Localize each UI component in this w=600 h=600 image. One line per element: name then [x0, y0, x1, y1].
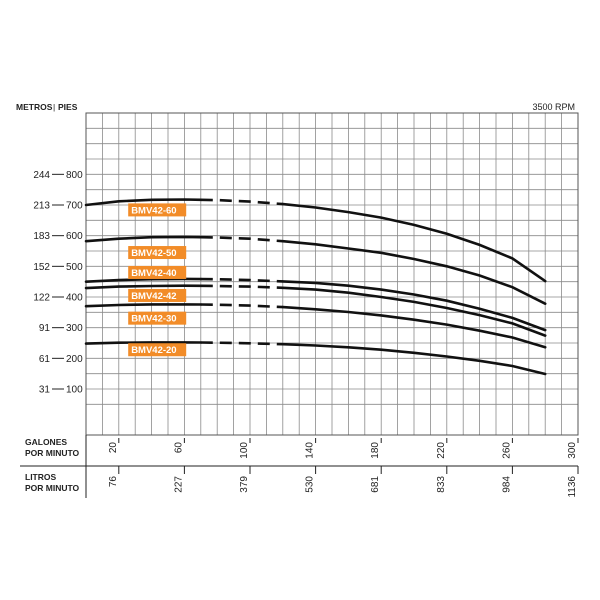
y-tick-metros: 183 — [33, 231, 50, 242]
galones-label-line1: GALONES — [25, 437, 67, 447]
curve-dashed — [200, 198, 283, 206]
curve-dashed — [200, 341, 283, 346]
x-tick-label-gpm: 300 — [567, 442, 578, 459]
series-label-bg — [128, 288, 187, 302]
x-tick-label-lpm: 833 — [436, 476, 447, 493]
litros-label-line2: POR MINUTO — [25, 483, 80, 493]
x-tick-label-gpm: 20 — [108, 442, 119, 454]
x-tick-label-gpm: 260 — [501, 442, 512, 459]
curve-solid-left — [84, 198, 203, 207]
plot-frame — [85, 112, 579, 436]
y-tick-pies: 800 — [66, 170, 83, 181]
series-label: BMV42-60 — [131, 205, 176, 216]
series-label-bg — [128, 343, 187, 357]
y-tick-metros: 91 — [39, 323, 51, 334]
x-tick-label-lpm: 379 — [239, 476, 250, 493]
y-tick-pies: 700 — [66, 201, 83, 212]
axes: 31 100 61 200 91 300 122 400 152 500 183 600 213 700 2… — [20, 170, 579, 498]
litros-label-line1: LITROS — [25, 472, 56, 482]
series-label: BMV42-20 — [131, 345, 176, 356]
series-label: BMV42-30 — [131, 314, 176, 325]
performance-curves — [84, 198, 547, 376]
y-tick-pies: 100 — [66, 385, 83, 396]
y-tick-metros: 61 — [39, 354, 51, 365]
curve-solid-left — [84, 284, 203, 290]
curve-solid-left — [84, 277, 203, 283]
series-label: BMV42-50 — [131, 248, 176, 259]
y-axis-pies-label: PIES — [58, 102, 78, 112]
y-tick-pies: 600 — [66, 231, 83, 242]
curve-solid-left — [84, 341, 203, 345]
x-tick-label-lpm: 227 — [173, 476, 184, 493]
x-tick-label-gpm: 180 — [370, 442, 381, 459]
curve-dashed — [200, 284, 283, 290]
curve-solid-right — [281, 342, 547, 376]
series-label: BMV42-40 — [131, 268, 176, 279]
curve-dashed — [200, 303, 283, 309]
curve-solid-right — [281, 280, 547, 332]
series-labels: BMV42-60 BMV42-50 BMV42-40 BMV42-42 BMV42-30… — [128, 203, 187, 357]
x-tick-label-gpm: 220 — [436, 442, 447, 459]
curve-dashed — [200, 277, 283, 283]
x-tick-label-lpm: 681 — [370, 476, 381, 493]
x-tick-label-lpm: 1136 — [567, 476, 578, 498]
curve-solid-right — [281, 286, 547, 337]
y-tick-pies: 400 — [66, 293, 83, 304]
y-tick-pies: 300 — [66, 323, 83, 334]
series-label-bg — [128, 203, 187, 217]
y-axis-metros-label: METROS — [16, 102, 53, 112]
y-tick-pies: 200 — [66, 354, 83, 365]
curve-dashed — [200, 235, 283, 243]
series-label-bg — [128, 265, 187, 279]
y-tick-pies: 500 — [66, 262, 83, 273]
x-tick-label-gpm: 100 — [239, 442, 250, 459]
x-tick-label-lpm: 984 — [501, 476, 512, 493]
x-tick-label-lpm: 530 — [305, 476, 316, 493]
x-tick-label-gpm: 60 — [173, 442, 184, 454]
curve-solid-right — [281, 202, 547, 283]
series-label-bg — [128, 246, 187, 260]
x-tick-label-gpm: 140 — [305, 442, 316, 459]
y-tick-metros: 122 — [33, 293, 50, 304]
y-tick-metros: 213 — [33, 201, 50, 212]
y-tick-metros: 152 — [33, 262, 50, 273]
x-tick-label-lpm: 76 — [108, 476, 119, 488]
rpm-label: 3500 RPM — [532, 102, 575, 112]
curve-solid-left — [84, 235, 203, 243]
y-tick-metros: 244 — [33, 170, 50, 181]
curve-solid-left — [84, 303, 203, 308]
curve-solid-right — [281, 239, 547, 305]
series-label-bg — [128, 311, 187, 325]
curve-solid-right — [281, 305, 547, 349]
y-axis-separator: | — [53, 102, 55, 112]
series-label: BMV42-42 — [131, 291, 176, 302]
galones-label-line2: POR MINUTO — [25, 448, 80, 458]
y-tick-metros: 31 — [39, 385, 51, 396]
